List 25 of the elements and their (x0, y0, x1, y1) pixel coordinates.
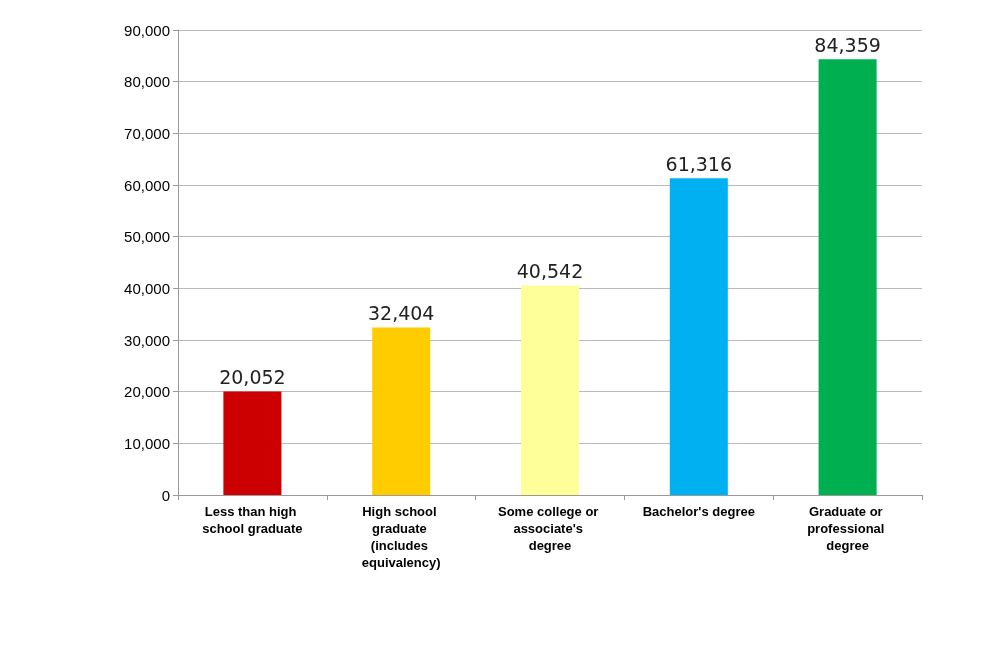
x-tick-label: High school graduate (includes equivalency) (361, 504, 441, 570)
y-tick-label: 20,000 (124, 383, 170, 401)
y-tick-label: 40,000 (124, 279, 170, 297)
y-tick-label: 90,000 (124, 21, 170, 39)
bar (223, 391, 282, 495)
y-tick-label: 30,000 (124, 331, 170, 349)
y-tick-label: 70,000 (124, 124, 170, 142)
x-tick-label: Graduate or professional degree (807, 504, 889, 553)
y-tick-label: 10,000 (124, 434, 170, 452)
bar (520, 285, 580, 495)
bar (372, 327, 431, 495)
data-label: 40,542 (516, 260, 584, 283)
y-tick-label: 80,000 (124, 73, 170, 91)
y-tick-label: 60,000 (124, 176, 170, 194)
data-label: 61,316 (665, 152, 733, 175)
y-tick-label: 50,000 (124, 228, 170, 246)
data-label: 84,359 (814, 33, 881, 56)
x-tick-label: Some college or associate's degree (497, 504, 603, 553)
x-tick-label: Bachelor's degree (642, 504, 755, 519)
data-label: 32,404 (367, 302, 435, 325)
bar (818, 59, 877, 495)
data-label: 20,052 (219, 365, 286, 388)
y-tick-label: 0 (161, 486, 170, 504)
bar (669, 178, 728, 495)
x-tick-label: Less than high school graduate (202, 504, 303, 536)
